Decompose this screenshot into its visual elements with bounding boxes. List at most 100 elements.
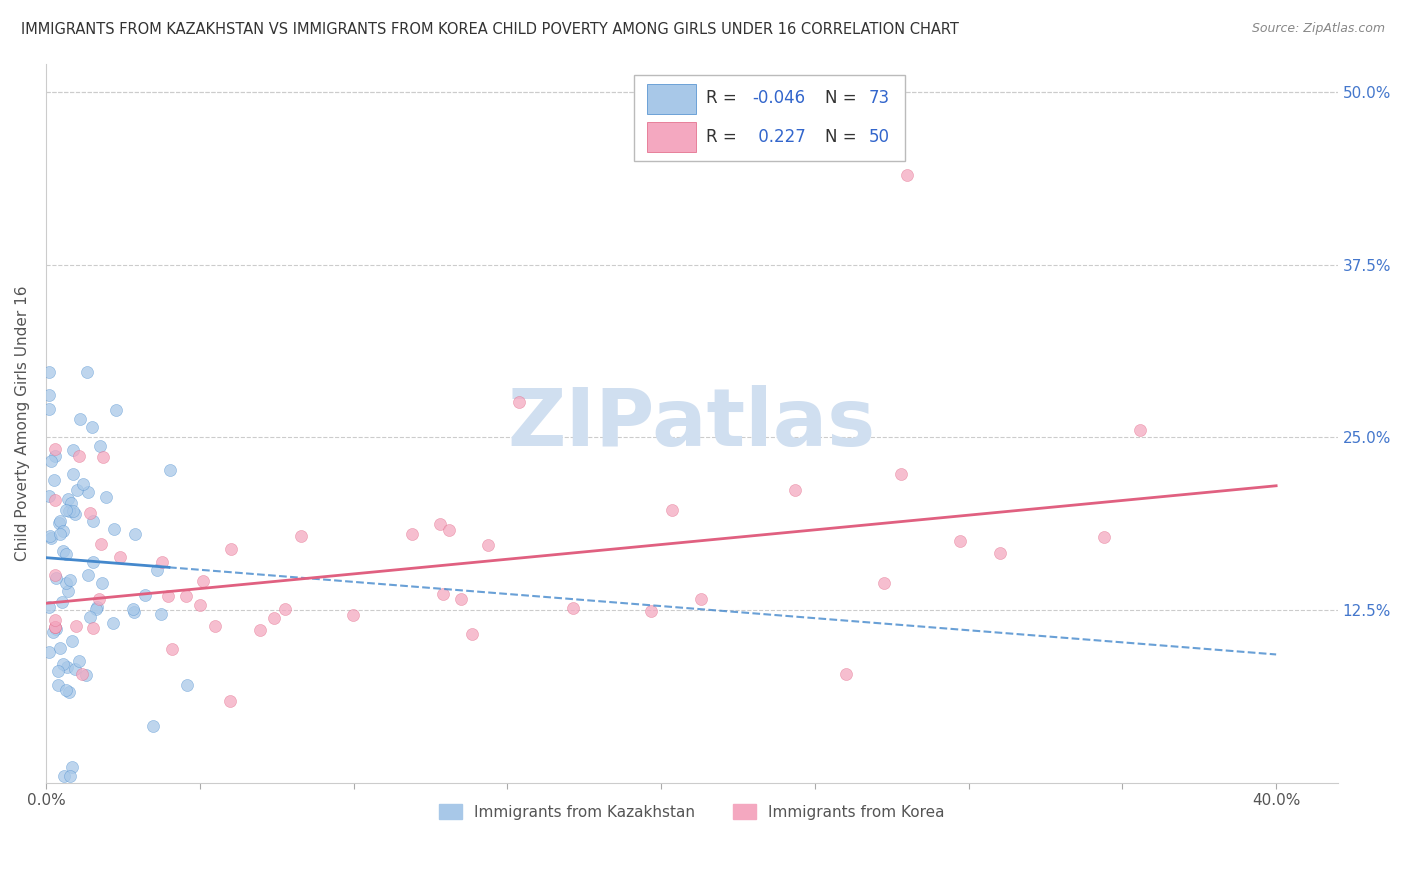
Point <box>82 514 104 528</box>
Point <box>38 489 60 503</box>
Point <box>67 654 90 668</box>
Point <box>93 450 115 465</box>
FancyBboxPatch shape <box>647 122 696 153</box>
Point <box>38 529 60 543</box>
Point <box>176 678 198 692</box>
Point <box>157 589 180 603</box>
Point <box>72 667 94 681</box>
Point <box>45 571 67 585</box>
Point <box>219 541 242 556</box>
Point <box>44 568 66 582</box>
Point <box>783 483 806 497</box>
Point <box>59 769 82 783</box>
Point <box>58 584 80 599</box>
Point <box>949 533 972 548</box>
Point <box>274 602 297 616</box>
Point <box>82 621 104 635</box>
Point <box>122 601 145 615</box>
Point <box>263 611 285 625</box>
Point <box>38 645 60 659</box>
Point <box>94 491 117 505</box>
Point <box>56 491 79 506</box>
Text: R =: R = <box>706 128 742 145</box>
Point <box>48 516 70 530</box>
Point <box>218 694 240 708</box>
Point <box>56 659 79 673</box>
Point <box>461 626 484 640</box>
Point <box>80 419 103 434</box>
Point <box>60 633 83 648</box>
Point <box>76 365 98 379</box>
Point <box>477 538 499 552</box>
Point <box>432 587 454 601</box>
Point <box>890 467 912 481</box>
Point <box>149 607 172 621</box>
Point <box>145 563 167 577</box>
Point <box>84 602 107 616</box>
Point <box>45 622 67 636</box>
Legend: Immigrants from Kazakhstan, Immigrants from Korea: Immigrants from Kazakhstan, Immigrants f… <box>433 797 950 826</box>
Point <box>55 503 77 517</box>
Point <box>174 589 197 603</box>
Point <box>124 527 146 541</box>
Point <box>77 568 100 582</box>
Point <box>124 605 146 619</box>
Point <box>508 395 530 409</box>
Point <box>44 442 66 457</box>
Y-axis label: Child Poverty Among Girls Under 16: Child Poverty Among Girls Under 16 <box>15 285 30 561</box>
Point <box>160 642 183 657</box>
Point <box>86 600 108 615</box>
Text: IMMIGRANTS FROM KAZAKHSTAN VS IMMIGRANTS FROM KOREA CHILD POVERTY AMONG GIRLS UN: IMMIGRANTS FROM KAZAKHSTAN VS IMMIGRANTS… <box>21 22 959 37</box>
Point <box>49 514 72 528</box>
Point <box>103 523 125 537</box>
Point <box>69 411 91 425</box>
Point <box>65 507 87 521</box>
FancyBboxPatch shape <box>634 75 905 161</box>
Point <box>58 685 80 699</box>
Point <box>1129 423 1152 437</box>
Point <box>79 610 101 624</box>
Point <box>79 506 101 520</box>
Text: -0.046: -0.046 <box>752 89 806 107</box>
Point <box>59 496 82 510</box>
Point <box>661 502 683 516</box>
Point <box>101 616 124 631</box>
Point <box>134 588 156 602</box>
Point <box>1092 530 1115 544</box>
Point <box>46 678 69 692</box>
Point <box>38 388 60 402</box>
Point <box>60 760 83 774</box>
Point <box>988 546 1011 560</box>
Point <box>42 625 65 640</box>
Point <box>52 524 75 538</box>
Point <box>62 504 84 518</box>
Point <box>159 462 181 476</box>
Point <box>44 492 66 507</box>
Text: Source: ZipAtlas.com: Source: ZipAtlas.com <box>1251 22 1385 36</box>
Point <box>48 527 70 541</box>
Point <box>67 449 90 463</box>
Point <box>58 573 80 587</box>
Point <box>204 619 226 633</box>
Point <box>55 576 77 591</box>
Point <box>52 769 75 783</box>
Point <box>896 168 918 182</box>
Point <box>44 613 66 627</box>
Text: 50: 50 <box>869 128 890 145</box>
Point <box>48 640 70 655</box>
Point <box>437 523 460 537</box>
Text: ZIPatlas: ZIPatlas <box>508 384 876 463</box>
Point <box>150 555 173 569</box>
Point <box>51 595 73 609</box>
Point <box>38 365 60 379</box>
Point <box>72 477 94 491</box>
Point <box>89 439 111 453</box>
Point <box>66 483 89 498</box>
Point <box>188 598 211 612</box>
Point <box>44 620 66 634</box>
Point <box>104 403 127 417</box>
Point <box>62 442 84 457</box>
Point <box>52 657 75 672</box>
Point <box>290 529 312 543</box>
Point <box>77 485 100 500</box>
